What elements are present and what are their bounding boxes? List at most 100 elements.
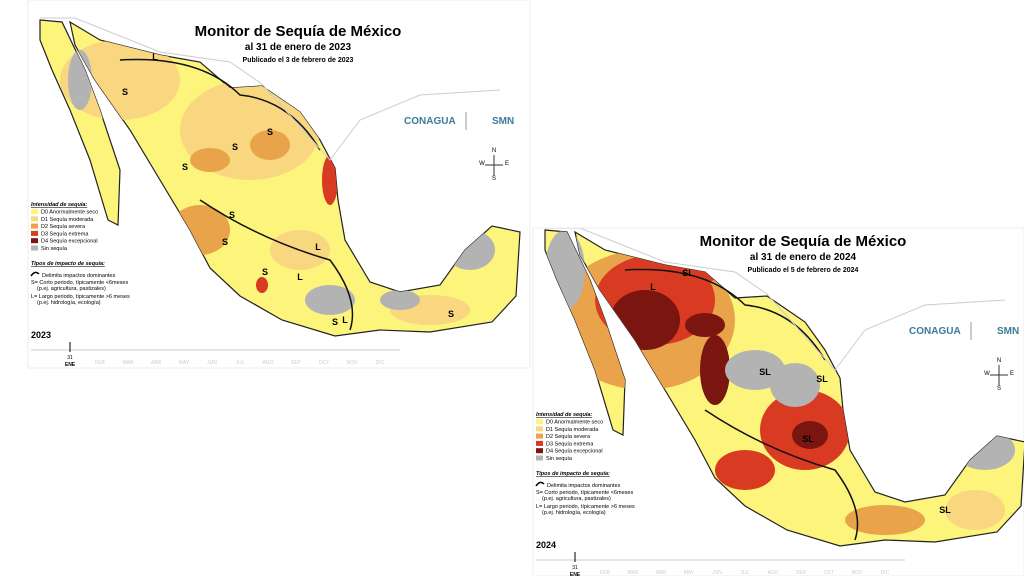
legend-swatch <box>536 419 543 424</box>
legend-swatch <box>31 238 38 244</box>
map-panel: L SL SL SL SL SL Monitor de Sequía de México al… <box>535 228 1024 576</box>
impact-item: (p.ej. agricultura, pastizales) <box>542 496 611 502</box>
map-date: al 31 de enero de 2023 <box>245 42 352 53</box>
compass-letter: N <box>997 358 1001 364</box>
map-panel-inner: L SL SL SL SL SL Monitor de Sequía de México al… <box>535 228 1024 576</box>
region-label: S <box>448 309 454 319</box>
legend-swatch <box>31 209 38 214</box>
legend-label: D3 Sequía extrema <box>41 231 89 237</box>
timeline-month-faint: NOV <box>852 570 864 576</box>
compass-letter: W <box>479 161 485 167</box>
compass-letter: S <box>997 386 1001 392</box>
region-label: L <box>315 242 321 252</box>
impact-boundary <box>624 268 859 541</box>
legend-label: D3 Sequía extrema <box>546 441 594 447</box>
timeline-month-faint: JUL <box>741 570 750 576</box>
drought-area <box>380 290 420 310</box>
timeline-day: 31 <box>67 355 73 361</box>
legend-label: D2 Sequía severa <box>41 224 86 230</box>
impact-item: Delimita impactos dominantes <box>547 483 621 489</box>
region-label: S <box>262 267 268 277</box>
timeline-month-faint: OCT <box>824 570 835 576</box>
compass-letter: S <box>492 176 496 182</box>
region-label: S <box>229 210 235 220</box>
impact-item: (p.ej. agricultura, pastizales) <box>37 286 106 292</box>
logo-smn: SMN <box>492 116 514 127</box>
timeline-month-faint: MAR <box>627 570 639 576</box>
timeline-month-faint: OCT <box>319 360 330 366</box>
timeline-month-faint: JUN <box>207 360 217 366</box>
region-label: L <box>152 52 158 62</box>
region-label: L <box>650 282 656 292</box>
drought-area <box>725 350 785 390</box>
timeline-day: 31 <box>572 565 578 571</box>
legend-label: D0 Anormalmente seco <box>546 420 603 426</box>
map-date: al 31 de enero de 2024 <box>750 252 857 263</box>
drought-area <box>322 155 338 205</box>
timeline-month-faint: SEP <box>796 570 807 576</box>
legend-title: Intensidad de sequía: <box>536 412 592 418</box>
legend-label: D1 Sequía moderada <box>41 217 94 223</box>
legend-swatch <box>31 245 38 251</box>
compass-letter: W <box>984 371 990 377</box>
region-label: S <box>222 237 228 247</box>
drought-area <box>250 130 290 160</box>
timeline-month-faint: JUL <box>236 360 245 366</box>
drought-area <box>845 505 925 535</box>
impact-item: L= Largo periodo, típicamente >6 meses <box>31 294 130 300</box>
timeline-month-faint: ABR <box>151 360 162 366</box>
legend-label: D0 Anormalmente seco <box>41 210 98 216</box>
impact-item: (p.ej. hidrología, ecología) <box>37 300 101 306</box>
timeline-month-faint: DIC <box>881 570 890 576</box>
timeline-month-faint: SEP <box>291 360 302 366</box>
timeline-month-faint: ABR <box>656 570 667 576</box>
drought-area <box>792 421 828 449</box>
region-label: S <box>332 317 338 327</box>
timeline-month: ENE <box>570 572 581 576</box>
drought-area <box>715 450 775 490</box>
compass <box>485 155 503 176</box>
timeline-month-faint: FEB <box>600 570 610 576</box>
region-label: S <box>182 162 188 172</box>
legend-swatch <box>31 216 38 222</box>
region-label: SL <box>682 268 694 278</box>
timeline-month: ENE <box>65 362 76 368</box>
legend-swatch <box>536 433 543 439</box>
region-label: S <box>267 127 273 137</box>
impact-title: Tipos de impacto de sequía: <box>536 471 610 477</box>
impact-item: S= Corto periodo, típicamente <6meses <box>31 280 128 286</box>
timeline-month-faint: JUN <box>712 570 722 576</box>
timeline-month-faint: MAY <box>684 570 695 576</box>
timeline-month-faint: MAY <box>179 360 190 366</box>
compass-letter: E <box>1010 371 1014 377</box>
drought-area <box>190 148 230 172</box>
map-title: Monitor de Sequía de México <box>195 23 402 40</box>
legend-swatch <box>536 455 543 461</box>
legend-label: D4 Sequía excepcional <box>546 449 603 455</box>
legend-swatch <box>536 448 543 454</box>
legend-swatch <box>536 426 543 432</box>
legend-swatch <box>31 230 38 236</box>
legend-swatch <box>31 223 38 229</box>
legend-label: Sin sequía <box>546 456 573 462</box>
legend-label: Sin sequía <box>41 246 68 252</box>
drought-area <box>700 335 730 405</box>
logo-conagua: CONAGUA <box>404 116 456 127</box>
region-label: SL <box>816 374 828 384</box>
logo-smn: SMN <box>997 326 1019 337</box>
timeline-month-faint: FEB <box>95 360 105 366</box>
timeline-month-faint: AGO <box>767 570 778 576</box>
region-label: SL <box>759 367 771 377</box>
impact-line-icon <box>30 271 40 277</box>
year-label: 2024 <box>536 540 556 550</box>
map-published: Publicado el 5 de febrero de 2024 <box>748 267 859 274</box>
timeline-month-faint: AGO <box>262 360 273 366</box>
drought-area <box>945 490 1005 530</box>
impact-item: (p.ej. hidrología, ecología) <box>542 510 606 516</box>
region-label: S <box>122 87 128 97</box>
drought-area <box>305 285 355 315</box>
legend-swatch <box>536 440 543 446</box>
timeline-month-faint: MAR <box>122 360 134 366</box>
